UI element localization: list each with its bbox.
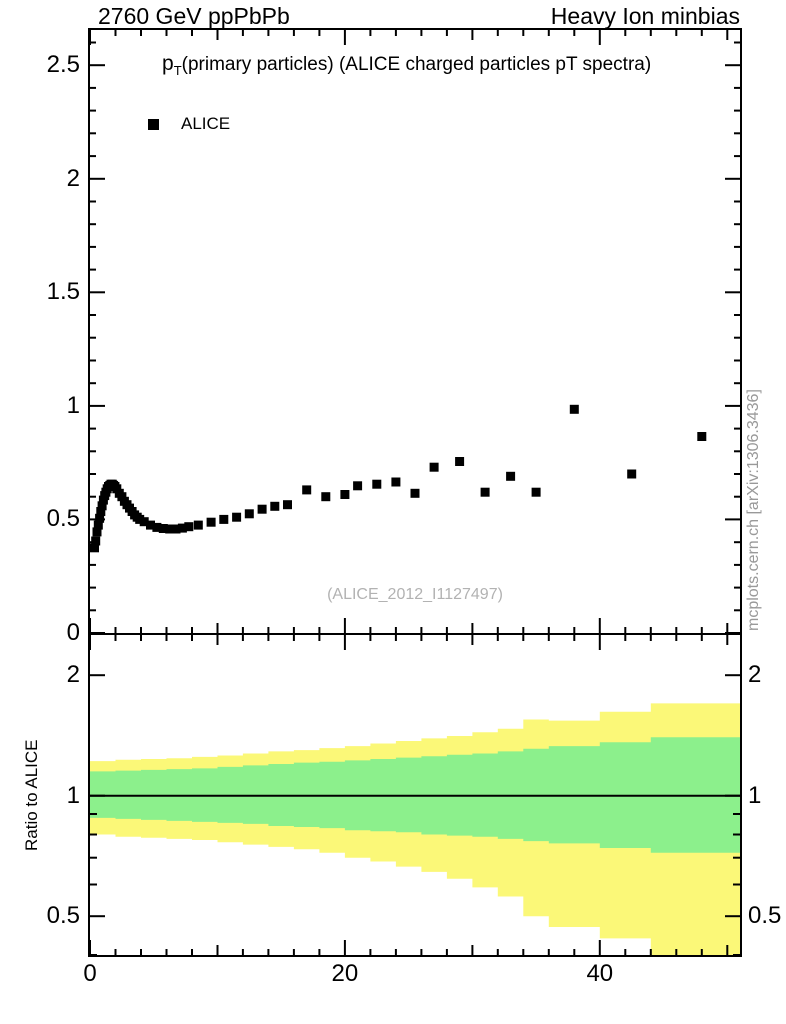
mcplots-arxiv-note: mcplots.cern.ch [arXiv:1306.3436] [745,389,762,631]
data-point-marker [193,520,203,530]
ratio-chart [90,635,740,955]
ratio-y-tick-label-right: 1 [748,781,762,809]
legend: ALICE [148,114,230,134]
data-point-marker [95,513,105,523]
data-point-marker [321,492,331,502]
data-point-marker [219,514,229,524]
y-axis-tick-label: 2 [66,164,80,192]
ratio-y-tick-label-left: 2 [66,661,80,689]
x-axis-tick-label: 20 [331,960,359,987]
data-point-marker [429,462,439,472]
data-point-marker [410,488,420,498]
spectrum-chart [90,30,740,633]
data-point-marker [139,517,149,527]
data-point-marker [117,492,127,502]
data-point-marker [283,500,292,510]
legend-label-alice: ALICE [181,114,231,133]
ratio-y-tick-label-left: 0.5 [46,902,80,930]
data-point-marker [569,404,579,414]
ratio-y-tick-label-right: 0.5 [748,902,782,930]
data-point-marker [257,504,267,514]
data-point-marker [93,520,103,530]
plot-title-subscript: T [173,62,182,78]
data-point-marker [90,543,99,553]
header-beam-label: 2760 GeV ppPbPb [98,3,290,29]
data-point-marker [627,469,637,479]
data-point-marker [506,471,516,481]
x-axis-tick-label: 40 [586,960,614,987]
data-point-marker [455,457,465,466]
x-axis-tick-label: 0 [83,960,97,987]
y-axis-tick-label: 1 [66,391,80,419]
data-point-marker [92,527,102,537]
data-point-marker [232,512,242,522]
data-point-marker [184,522,194,532]
data-point-marker [697,432,707,441]
data-point-marker [372,479,382,489]
data-point-marker [353,481,363,491]
data-point-marker [177,523,187,533]
plot-title-observable: p [162,52,174,75]
data-point-marker [270,501,280,511]
ratio-y-tick-label-right: 2 [748,661,762,689]
data-point-marker [391,477,401,487]
data-point-marker [135,514,145,524]
ratio-panel [88,633,742,957]
data-point-marker [340,490,350,499]
data-point-marker [96,507,106,516]
data-point-marker [480,487,490,497]
y-axis-tick-label: 2.5 [46,51,80,79]
header-process-label: Heavy Ion minbias [550,3,740,29]
data-point-marker [244,509,254,519]
y-axis-tick-label: 0 [66,619,80,646]
y-axis-tick-label: 1.5 [46,278,80,306]
plot-title: pT(primary particles) (ALICE charged par… [162,52,651,78]
data-point-marker [158,524,168,533]
data-point-marker [171,524,181,534]
data-point-marker [302,485,312,495]
legend-square-marker-icon [148,118,159,130]
data-point-marker [165,524,175,534]
spectrum-panel: pT(primary particles) (ALICE charged par… [88,28,742,635]
plot-title-rest: (primary particles) (ALICE charged parti… [181,54,652,75]
data-point-marker [146,520,155,530]
data-point-marker [206,517,216,527]
data-point-marker [531,487,541,497]
analysis-id-watermark: (ALICE_2012_I1127497) [327,586,503,603]
data-point-marker [152,522,162,532]
ratio-y-tick-label-left: 1 [66,781,80,809]
y-axis-tick-label: 0.5 [46,505,80,533]
data-point-marker [91,536,101,546]
data-point-marker [97,501,107,511]
